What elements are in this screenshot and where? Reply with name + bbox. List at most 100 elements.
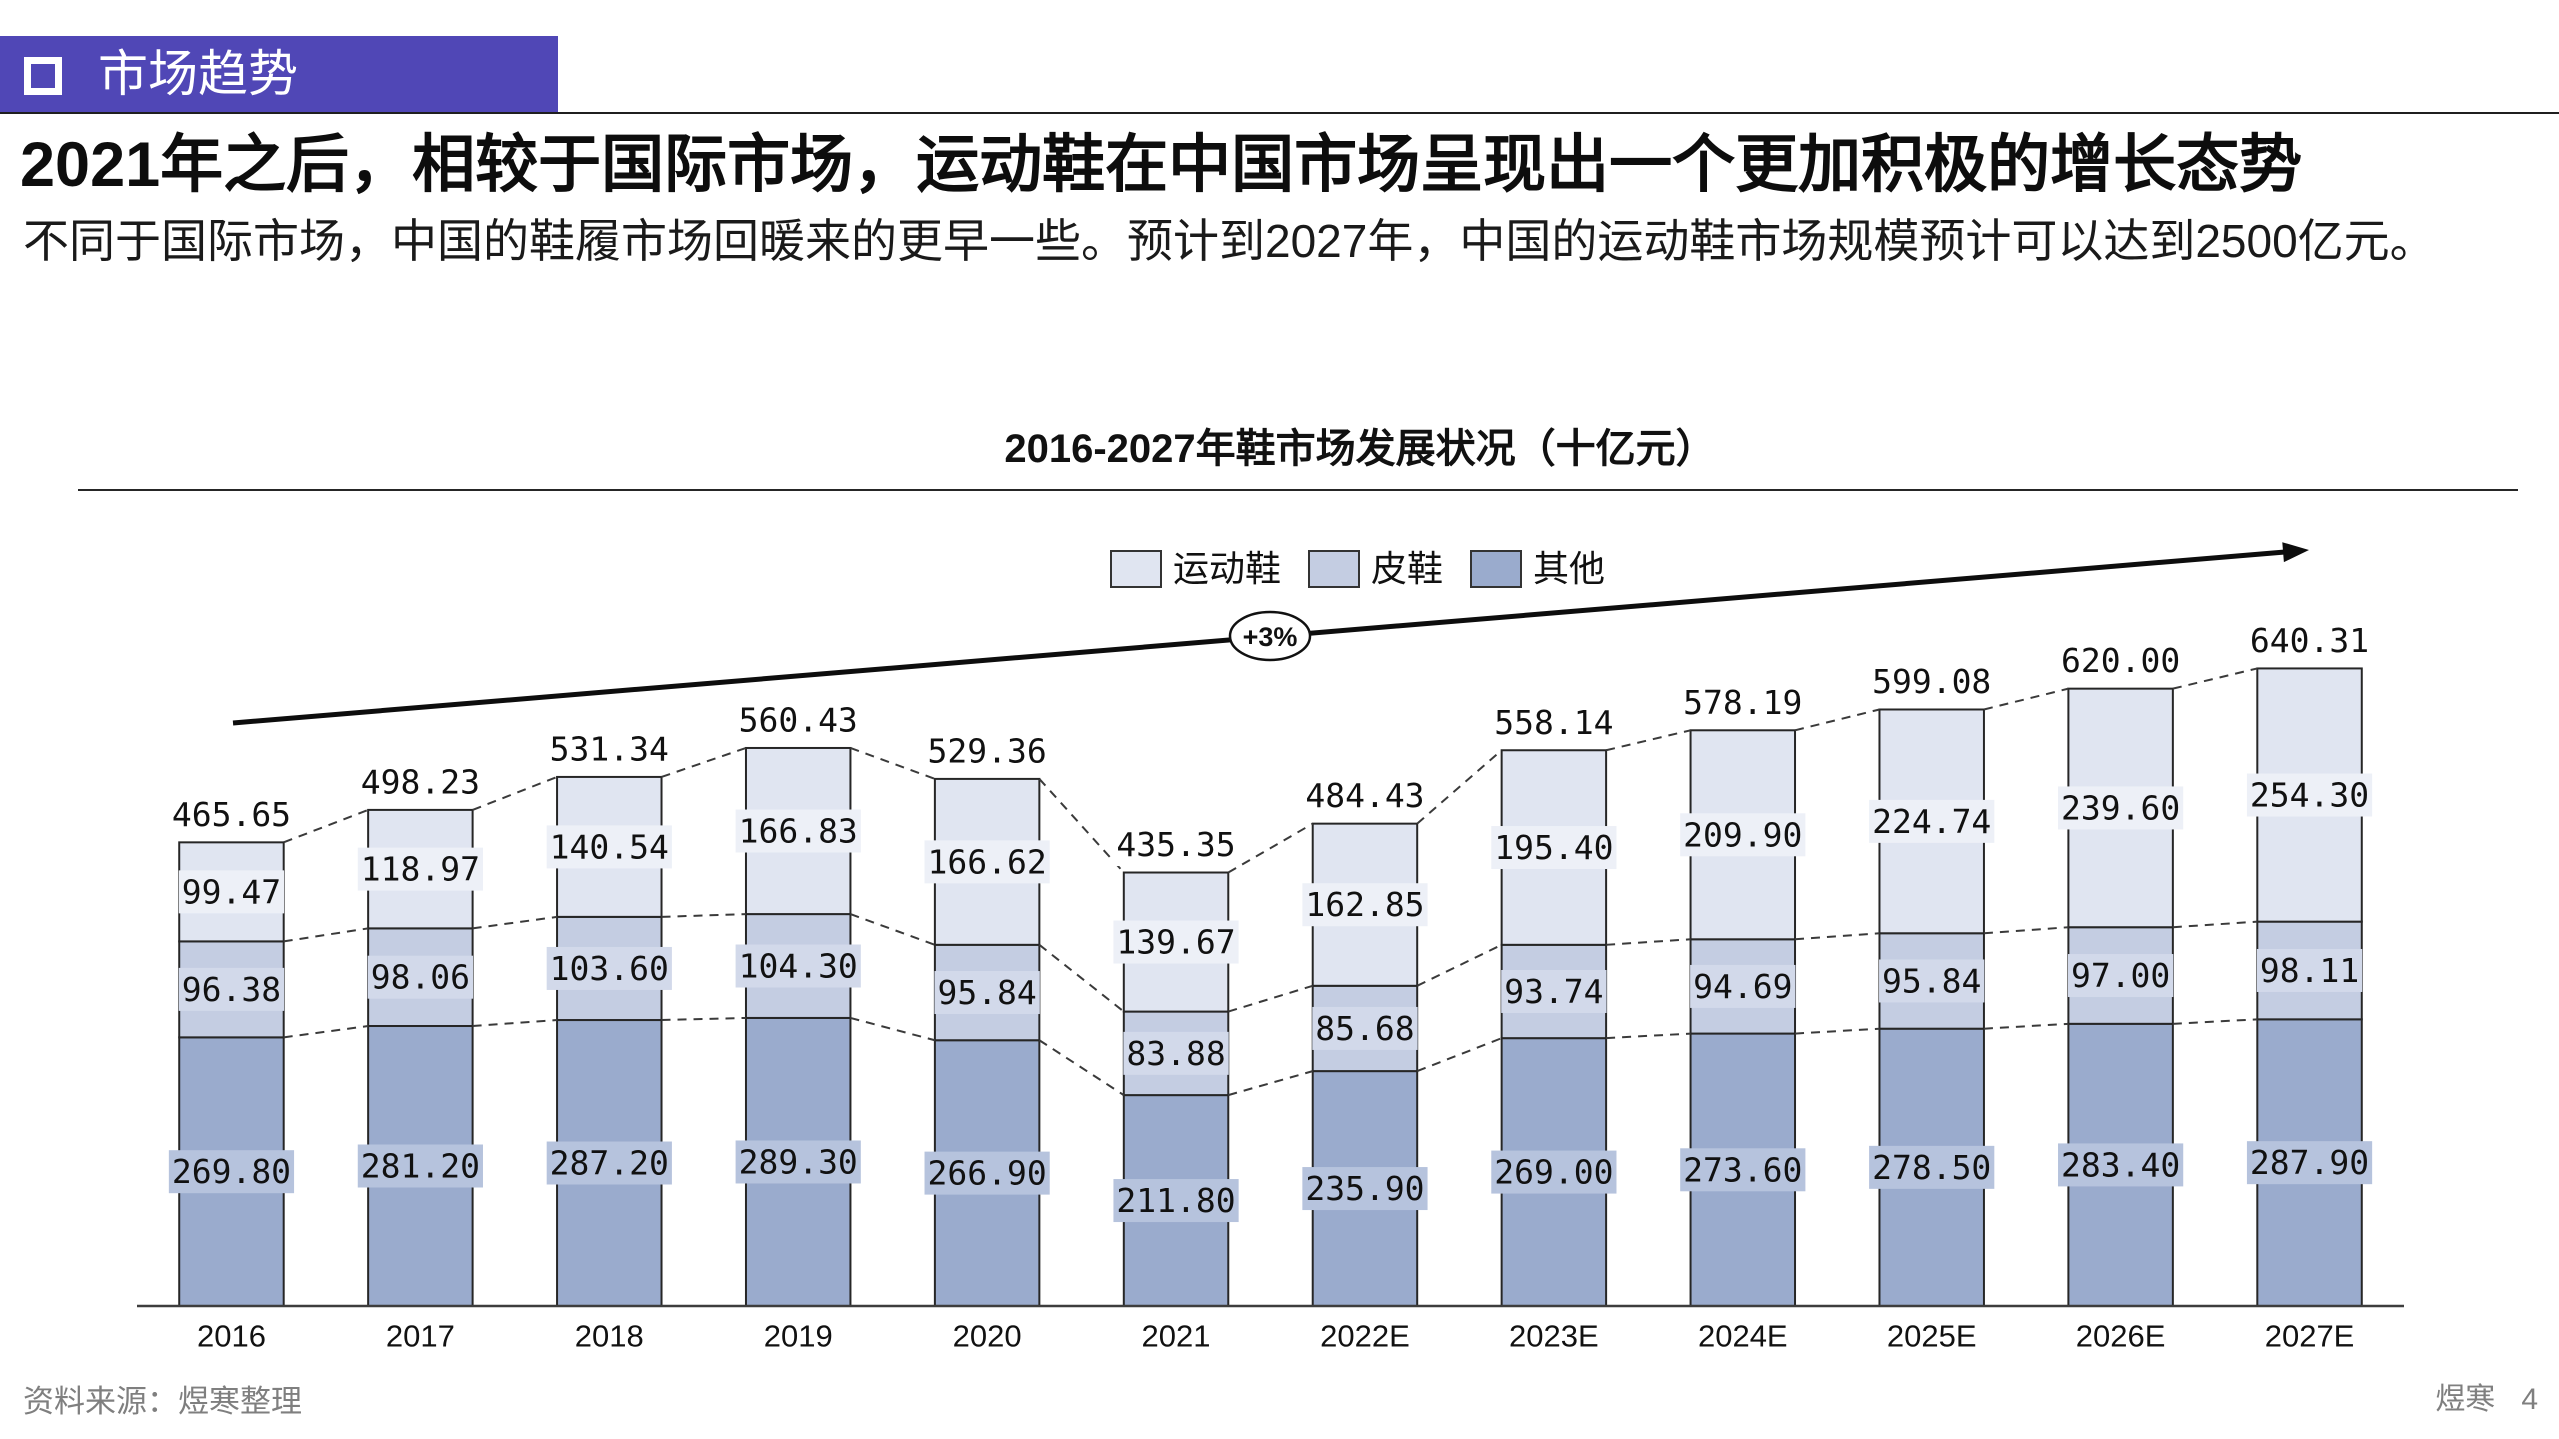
segment-value-label-background	[2058, 786, 2184, 830]
segment-value-label-group: 224.74	[1869, 799, 1995, 843]
segment-value-label-background	[178, 967, 285, 1011]
total-value-label-group: 620.00	[2058, 639, 2184, 683]
segment-value-label-background	[2256, 948, 2363, 992]
segment-value-label-group: 278.50	[1869, 1145, 1995, 1189]
total-value-label: 640.31	[2250, 621, 2369, 660]
legend-item: 其他	[1470, 548, 1605, 590]
category-label: 2021	[1142, 1319, 1211, 1354]
chart-legend: 运动鞋 皮鞋 其他	[1110, 548, 1632, 590]
segment-value-label-background	[168, 1150, 295, 1194]
total-value-label: 578.19	[1683, 683, 1802, 722]
connector-line	[1606, 938, 1691, 946]
connector-line	[661, 913, 747, 918]
total-value-label-background	[1491, 700, 1617, 744]
connector-line	[850, 913, 936, 946]
segment-value-label-background	[357, 1144, 483, 1188]
segment-value-label-background	[1491, 1150, 1617, 1194]
stacked-bar	[2067, 687, 2174, 1307]
segment-value-label-group: 103.60	[546, 946, 672, 990]
segment-value-label-background	[924, 840, 1050, 884]
segment-value-label: 99.47	[182, 872, 281, 911]
source-note: 资料来源：煜寒整理	[23, 1384, 302, 1419]
connector-line	[1038, 778, 1125, 874]
segment-value-label: 211.80	[1116, 1181, 1235, 1220]
stacked-bar	[1878, 708, 1985, 1308]
segment-value-label: 93.74	[1504, 972, 1603, 1011]
segment-value-label: 287.20	[550, 1144, 669, 1183]
footer-brand: 煜寒	[2435, 1383, 2496, 1416]
total-value-label-background	[357, 760, 483, 804]
total-value-label-background	[1113, 823, 1239, 867]
segment-value-label-background	[367, 955, 474, 999]
total-value-label-group: 558.14	[1491, 700, 1617, 744]
page-title: 2021年之后，相较于国际市场，运动鞋在中国市场呈现出一个更加积极的增长态势	[20, 130, 2303, 200]
legend-label: 其他	[1533, 548, 1606, 589]
segment-value-label-background	[1690, 964, 1796, 1008]
segment-value-label-background	[1302, 883, 1428, 927]
segment-value-label-group: 209.90	[1680, 813, 1806, 857]
growth-rate-label: +3%	[1243, 622, 1298, 652]
category-label: 2016	[197, 1319, 266, 1354]
segment-value-label-background	[1869, 1145, 1995, 1189]
segment-value-label-background	[1302, 1167, 1428, 1211]
total-value-label-group: 529.36	[924, 729, 1050, 773]
connector-line	[1983, 926, 2069, 935]
segment-value-label-group: 97.00	[2067, 954, 2174, 998]
total-value-label-group: 578.19	[1680, 680, 1806, 724]
segment-value-label: 278.50	[1872, 1148, 1991, 1187]
connector-line	[1038, 944, 1125, 1013]
segment-value-label: 224.74	[1872, 802, 1991, 841]
segment-value-label: 266.90	[928, 1154, 1047, 1193]
segment-value-label: 139.67	[1116, 923, 1235, 962]
connector-line	[283, 808, 369, 844]
segment-value-label-background	[546, 946, 672, 990]
segment-value-label-background	[1123, 1031, 1229, 1075]
segment-value-label: 289.30	[739, 1142, 858, 1181]
legend-item: 运动鞋	[1110, 548, 1281, 590]
plot-area: 2016 2017 2018 2019 2020 2021 2022E 2023E 2024E 2…	[137, 618, 2404, 1354]
segment-value-label-group: 139.67	[1113, 920, 1239, 964]
segment-value-label: 239.60	[2061, 788, 2180, 827]
segment-value-label-group: 118.97	[357, 847, 483, 891]
category-label: 2018	[575, 1319, 644, 1354]
connector-line	[1983, 1022, 2069, 1030]
segment-value-label: 287.90	[2250, 1143, 2369, 1182]
page-number: 4	[2521, 1383, 2538, 1416]
segment-value-label-background	[1879, 959, 1985, 1003]
total-value-label-group: 640.31	[2246, 618, 2373, 662]
segment-value-label-background	[1680, 813, 1806, 857]
total-value-label-group: 465.65	[168, 792, 295, 836]
segment-value-label: 235.90	[1305, 1169, 1424, 1208]
segment-value-label-background	[1113, 920, 1239, 964]
segment-value-label-background	[1680, 1148, 1806, 1192]
segment-value-label: 83.88	[1126, 1034, 1225, 1073]
segment-value-label-background	[735, 944, 861, 988]
growth-rate-ellipse	[1228, 610, 1312, 662]
segment-value-label-background	[2246, 773, 2373, 817]
segment-value-label-group: 99.47	[178, 870, 285, 914]
bars	[178, 667, 2363, 1308]
connector-line	[1227, 822, 1314, 874]
segment-value-label-background	[2067, 954, 2174, 998]
connector-line	[1605, 729, 1691, 752]
segment-value-label-group: 162.85	[1302, 883, 1428, 927]
segment-value-label-group: 239.60	[2058, 786, 2184, 830]
total-value-label-group: 560.43	[735, 698, 861, 742]
segment-value-label-group: 283.40	[2058, 1143, 2184, 1187]
segment-value-label-group: 98.06	[367, 955, 474, 999]
category-label: 2017	[386, 1319, 455, 1354]
category-label: 2024E	[1698, 1319, 1788, 1354]
segment-value-label: 269.80	[172, 1152, 291, 1191]
segment-value-label-background	[924, 1151, 1050, 1195]
segment-value-label-group: 140.54	[546, 825, 672, 869]
segment-value-label-group: 85.68	[1312, 1006, 1418, 1050]
total-value-label-background	[2246, 618, 2373, 662]
connector-line	[2172, 920, 2258, 929]
category-label: 2019	[764, 1319, 833, 1354]
segment-value-label: 103.60	[550, 949, 669, 988]
segment-value-label: 95.84	[937, 973, 1036, 1012]
connector-line	[661, 1016, 746, 1022]
segment-value-label: 209.90	[1683, 815, 1802, 854]
total-value-label-background	[2058, 639, 2184, 683]
